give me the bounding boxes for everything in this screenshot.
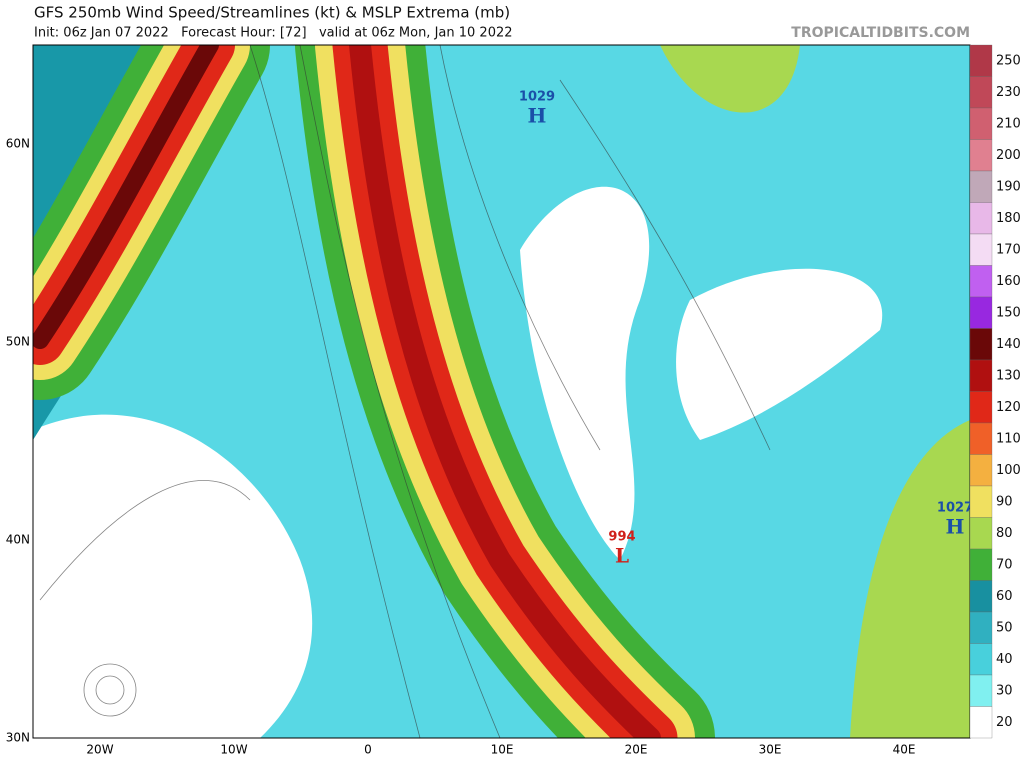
colorbar-label: 170 (996, 242, 1021, 257)
credit: TROPICALTIDBITS.COM (791, 25, 970, 41)
colorbar-label: 190 (996, 179, 1021, 194)
lat-label: 30N (6, 731, 30, 745)
lon-label: 40E (893, 743, 916, 757)
colorbar-swatch (969, 265, 993, 298)
colorbar-label: 50 (996, 620, 1013, 635)
title: GFS 250mb Wind Speed/Streamlines (kt) & … (34, 4, 510, 22)
lat-label: 50N (6, 335, 30, 349)
colorbar-swatch (969, 643, 993, 676)
colorbar-label: 130 (996, 368, 1021, 383)
colorbar-label: 150 (996, 305, 1021, 320)
colorbar-swatch (969, 44, 993, 77)
lat-label: 60N (6, 137, 30, 151)
colorbar-label: 120 (996, 400, 1021, 415)
colorbar-swatch (969, 233, 993, 266)
colorbar-swatch (969, 706, 993, 739)
colorbar-swatch (969, 76, 993, 109)
pressure-symbol: L (615, 544, 629, 568)
colorbar-swatch (969, 485, 993, 518)
colorbar-swatch (969, 391, 993, 424)
map-area (33, 45, 970, 738)
lon-label: 20E (625, 743, 648, 757)
colorbar-swatch (969, 107, 993, 140)
colorbar-label: 140 (996, 337, 1021, 352)
colorbar-swatch (969, 611, 993, 644)
colorbar-swatch (969, 359, 993, 392)
lat-label: 40N (6, 533, 30, 547)
colorbar-swatch (969, 139, 993, 172)
colorbar-swatch (969, 454, 993, 487)
colorbar-label: 60 (996, 589, 1013, 604)
colorbar-swatch (969, 296, 993, 329)
lon-label: 20W (86, 743, 113, 757)
colorbar-swatch (969, 517, 993, 550)
lon-label: 10W (220, 743, 247, 757)
colorbar-label: 40 (996, 652, 1013, 667)
pressure-symbol: H (946, 515, 965, 539)
pressure-symbol: H (528, 104, 547, 128)
colorbar-label: 80 (996, 526, 1013, 541)
colorbar-swatch (969, 422, 993, 455)
subtitle: Init: 06z Jan 07 2022 Forecast Hour: [72… (34, 26, 513, 41)
colorbar-swatch (969, 548, 993, 581)
colorbar-swatch (969, 170, 993, 203)
colorbar-label: 70 (996, 557, 1013, 572)
colorbar-label: 160 (996, 274, 1021, 289)
colorbar-label: 230 (996, 85, 1021, 100)
colorbar-label: 210 (996, 116, 1021, 131)
colorbar-label: 200 (996, 148, 1021, 163)
colorbar-label: 100 (996, 463, 1021, 478)
lon-label: 0 (364, 743, 372, 757)
lon-label: 30E (759, 743, 782, 757)
colorbar-swatch (969, 202, 993, 235)
pressure-value: 1029 (519, 90, 555, 105)
pressure-value: 1027 (937, 501, 973, 516)
colorbar-swatch (969, 580, 993, 613)
colorbar-label: 110 (996, 431, 1021, 446)
pressure-value: 994 (608, 530, 635, 545)
colorbar-swatch (969, 674, 993, 707)
lon-label: 10E (491, 743, 514, 757)
colorbar-label: 90 (996, 494, 1013, 509)
colorbar-label: 20 (996, 715, 1013, 730)
colorbar-swatch (969, 328, 993, 361)
colorbar-label: 180 (996, 211, 1021, 226)
colorbar-label: 250 (996, 53, 1021, 68)
colorbar-label: 30 (996, 683, 1013, 698)
